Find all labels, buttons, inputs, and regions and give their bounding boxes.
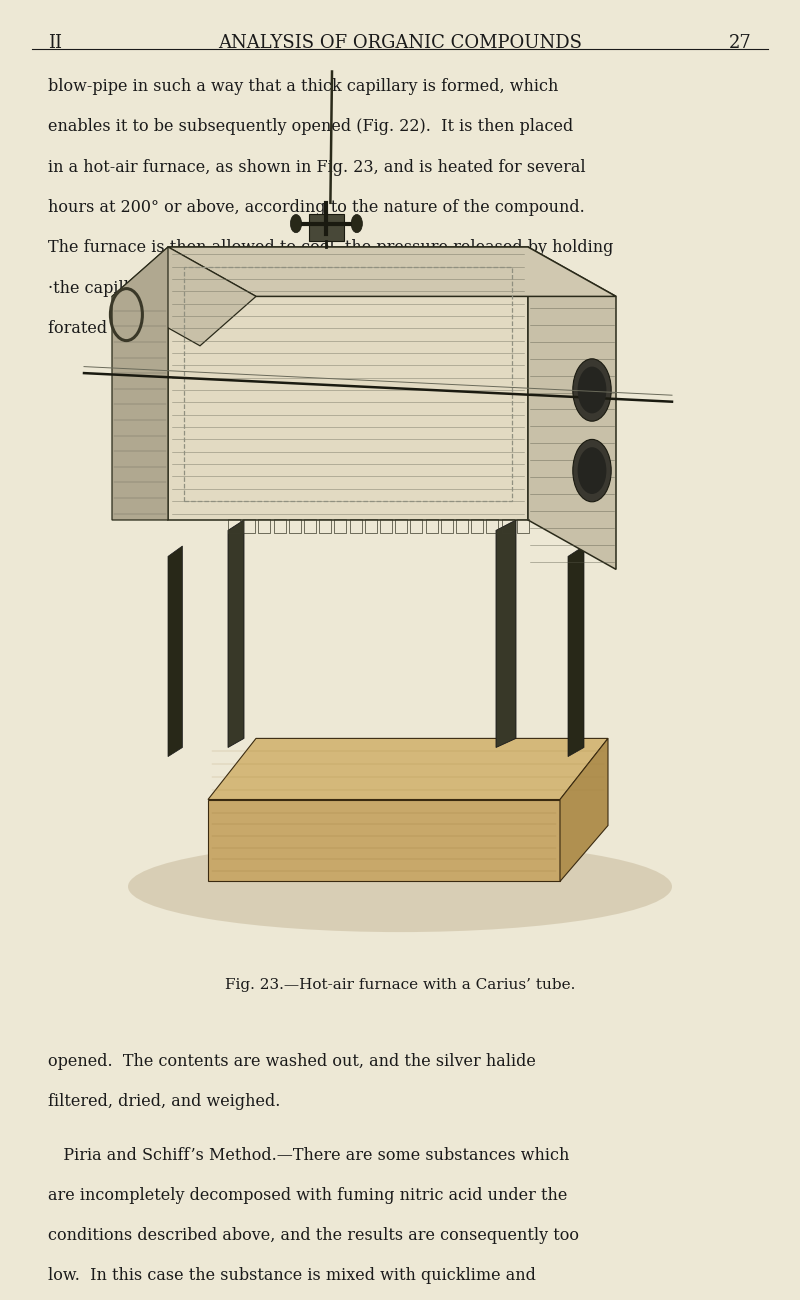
Polygon shape [568, 546, 584, 757]
Bar [365, 519, 377, 533]
Bar [395, 519, 407, 533]
Text: in a hot-air furnace, as shown in Fig. 23, and is heated for several: in a hot-air furnace, as shown in Fig. 2… [48, 159, 586, 176]
Bar [309, 214, 344, 240]
Bar [228, 519, 240, 533]
Bar [184, 266, 512, 500]
Bar [334, 519, 346, 533]
Text: opened.  The contents are washed out, and the silver halide: opened. The contents are washed out, and… [48, 1053, 536, 1070]
Bar [304, 519, 316, 533]
Circle shape [573, 359, 611, 421]
Polygon shape [168, 546, 182, 757]
Circle shape [351, 214, 362, 233]
Bar [426, 519, 438, 533]
Bar [486, 519, 498, 533]
Bar [502, 519, 514, 533]
Polygon shape [168, 247, 616, 296]
Circle shape [573, 439, 611, 502]
Text: ANALYSIS OF ORGANIC COMPOUNDS: ANALYSIS OF ORGANIC COMPOUNDS [218, 34, 582, 52]
Bar [319, 519, 331, 533]
Polygon shape [112, 247, 256, 346]
Bar [258, 519, 270, 533]
Polygon shape [560, 738, 608, 881]
Text: filtered, dried, and weighed.: filtered, dried, and weighed. [48, 1093, 280, 1110]
Bar [517, 519, 529, 533]
Bar [410, 519, 422, 533]
Text: ·the capillary end in the flame until the glass softens and is per-: ·the capillary end in the flame until th… [48, 280, 570, 296]
Bar [471, 519, 483, 533]
Text: The furnace is then allowed to cool, the pressure released by holding: The furnace is then allowed to cool, the… [48, 239, 614, 256]
Text: low.  In this case the substance is mixed with quicklime and: low. In this case the substance is mixed… [48, 1268, 536, 1284]
Polygon shape [496, 520, 516, 747]
Polygon shape [112, 247, 168, 520]
Text: Piria and Schiff’s Method.—There are some substances which: Piria and Schiff’s Method.—There are som… [48, 1147, 570, 1164]
Text: blow-pipe in such a way that a thick capillary is formed, which: blow-pipe in such a way that a thick cap… [48, 78, 558, 95]
Text: conditions described above, and the results are consequently too: conditions described above, and the resu… [48, 1227, 579, 1244]
Bar [456, 519, 468, 533]
Bar [289, 519, 301, 533]
Bar [243, 519, 255, 533]
Circle shape [578, 447, 606, 494]
Text: 27: 27 [730, 34, 752, 52]
Bar [441, 519, 453, 533]
Text: hours at 200° or above, according to the nature of the compound.: hours at 200° or above, according to the… [48, 199, 585, 216]
Ellipse shape [128, 841, 672, 932]
Text: II: II [48, 34, 62, 52]
Bar [64, 507, 736, 949]
Polygon shape [208, 800, 560, 881]
Bar [380, 519, 392, 533]
Bar [274, 519, 286, 533]
Circle shape [290, 214, 302, 233]
Text: Fig. 23.—Hot-air furnace with a Carius’ tube.: Fig. 23.—Hot-air furnace with a Carius’ … [225, 978, 575, 992]
Text: enables it to be subsequently opened (Fig. 22).  It is then placed: enables it to be subsequently opened (Fi… [48, 118, 574, 135]
Polygon shape [228, 520, 244, 747]
Bar [350, 519, 362, 533]
Polygon shape [208, 738, 608, 800]
Text: forated by the pressure within.  The tube can then be safely: forated by the pressure within. The tube… [48, 320, 537, 337]
Circle shape [578, 367, 606, 413]
Polygon shape [528, 247, 616, 569]
Text: are incompletely decomposed with fuming nitric acid under the: are incompletely decomposed with fuming … [48, 1187, 567, 1204]
Polygon shape [168, 247, 528, 520]
